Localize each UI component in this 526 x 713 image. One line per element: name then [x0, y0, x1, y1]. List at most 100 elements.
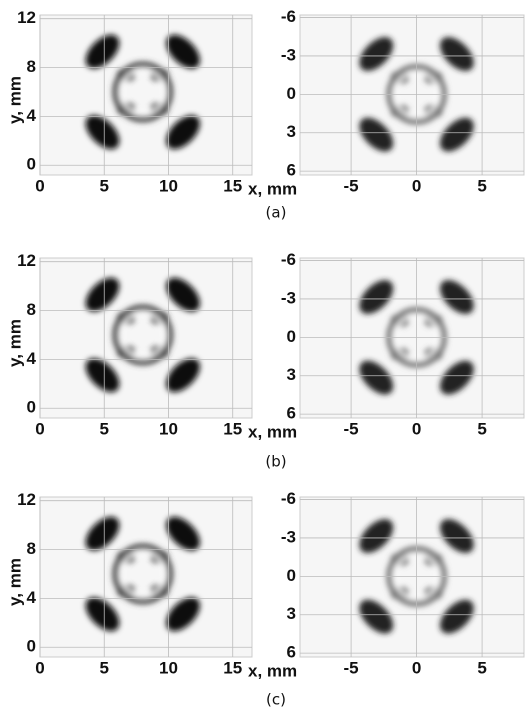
y-tick-label: 3	[287, 604, 296, 623]
lobe	[359, 360, 394, 395]
pattern-blur	[359, 37, 474, 152]
y-tick-label: 6	[287, 161, 296, 180]
y-tick-label: 0	[287, 327, 296, 346]
x-tick-label: 15	[223, 176, 242, 195]
y-tick-label: 4	[27, 106, 37, 125]
x-tick-label: 5	[477, 658, 486, 677]
y-tick-label: 8	[27, 57, 36, 76]
panel-caption: (c)	[266, 691, 286, 709]
lobe	[440, 599, 474, 634]
y-axis-label: y, mm	[5, 319, 24, 367]
lobe	[359, 280, 394, 314]
y-tick-label: -3	[281, 527, 296, 546]
x-axis-label: x, mm	[248, 422, 297, 441]
panel-caption: (b)	[265, 453, 286, 471]
x-tick-label: 0	[35, 176, 44, 195]
image-frame	[299, 496, 525, 658]
lobe	[440, 280, 474, 314]
image-panel: 0 5 10 15 0 4 8 12 x, mm y, mm	[5, 251, 297, 441]
image-frame	[39, 496, 253, 658]
y-tick-label: 12	[17, 251, 36, 270]
intensity-pattern	[85, 516, 200, 632]
lobe	[166, 597, 200, 632]
image-frame	[39, 14, 253, 176]
intensity-pattern	[85, 34, 200, 150]
x-tick-label: 5	[100, 419, 109, 438]
x-tick-label: 10	[159, 419, 178, 438]
x-tick-label: 5	[100, 176, 109, 195]
lobe	[359, 37, 394, 71]
pattern-blur	[85, 277, 200, 393]
image-panel: -5 0 5 -6 -3 0 3 6	[281, 489, 525, 677]
x-tick-label: 15	[223, 658, 242, 677]
lobe	[85, 516, 120, 551]
image-panel: 0 5 10 15 0 4 8 12 x, mm y, mm	[5, 490, 297, 680]
y-tick-label: -6	[281, 250, 296, 269]
y-tick-label: 0	[27, 398, 36, 417]
lobe	[359, 599, 394, 634]
intensity-pattern	[359, 37, 474, 152]
ring-white	[119, 68, 167, 116]
pattern-blur	[85, 34, 200, 150]
lobe	[166, 516, 200, 551]
image-frame	[39, 257, 253, 419]
x-tick-label: 5	[100, 658, 109, 677]
image-panel: -5 0 5 -6 -3 0 3 6	[281, 7, 525, 195]
pattern-blur	[85, 516, 200, 632]
x-tick-label: 0	[412, 658, 421, 677]
lobe	[440, 360, 474, 395]
y-tick-label: 4	[27, 349, 37, 368]
image-panel: 0 5 10 15 0 4 8 12 x, mm y, mm	[5, 8, 297, 198]
ring	[112, 543, 174, 605]
y-tick-label: -6	[281, 7, 296, 26]
image-frame	[299, 257, 525, 419]
ring	[112, 304, 174, 366]
x-tick-label: 0	[35, 419, 44, 438]
lobe	[166, 358, 200, 393]
lobe	[359, 117, 394, 152]
y-tick-label: 0	[27, 155, 36, 174]
y-tick-label: 12	[17, 8, 36, 27]
y-tick-label: 6	[287, 643, 296, 662]
y-tick-label: -3	[281, 288, 296, 307]
x-tick-label: 15	[223, 419, 242, 438]
y-tick-label: 8	[27, 539, 36, 558]
image-panel: -5 0 5 -6 -3 0 3 6	[281, 250, 525, 438]
y-tick-label: 3	[287, 122, 296, 141]
x-tick-label: 5	[477, 419, 486, 438]
ring	[112, 61, 174, 123]
panel-caption: (a)	[266, 204, 287, 222]
image-frame	[299, 14, 525, 176]
y-tick-label: -3	[281, 45, 296, 64]
lobe	[85, 597, 120, 632]
x-tick-label: 10	[159, 176, 178, 195]
y-tick-label: -6	[281, 489, 296, 508]
lobe	[85, 358, 120, 393]
x-tick-label: 0	[412, 419, 421, 438]
y-tick-label: 0	[287, 566, 296, 585]
ring-white	[119, 550, 167, 598]
lobe	[166, 277, 200, 312]
x-tick-label: 10	[159, 658, 178, 677]
intensity-pattern	[85, 277, 200, 393]
y-axis-label: y, mm	[5, 558, 24, 606]
lobe	[166, 34, 200, 69]
x-tick-label: 0	[412, 176, 421, 195]
lobe	[359, 519, 394, 553]
y-tick-label: 6	[287, 404, 296, 423]
lobe	[85, 115, 120, 150]
x-tick-label: 0	[35, 658, 44, 677]
lobe	[85, 277, 120, 312]
x-tick-label: -5	[344, 176, 359, 195]
x-tick-label: -5	[344, 658, 359, 677]
y-tick-label: 0	[287, 84, 296, 103]
y-tick-label: 12	[17, 490, 36, 509]
lobe	[440, 37, 474, 71]
lobe	[166, 115, 200, 150]
x-axis-label: x, mm	[248, 661, 297, 680]
y-axis-label: y, mm	[5, 76, 24, 124]
ring-white	[119, 311, 167, 359]
lobe	[440, 519, 474, 553]
x-tick-label: 5	[477, 176, 486, 195]
